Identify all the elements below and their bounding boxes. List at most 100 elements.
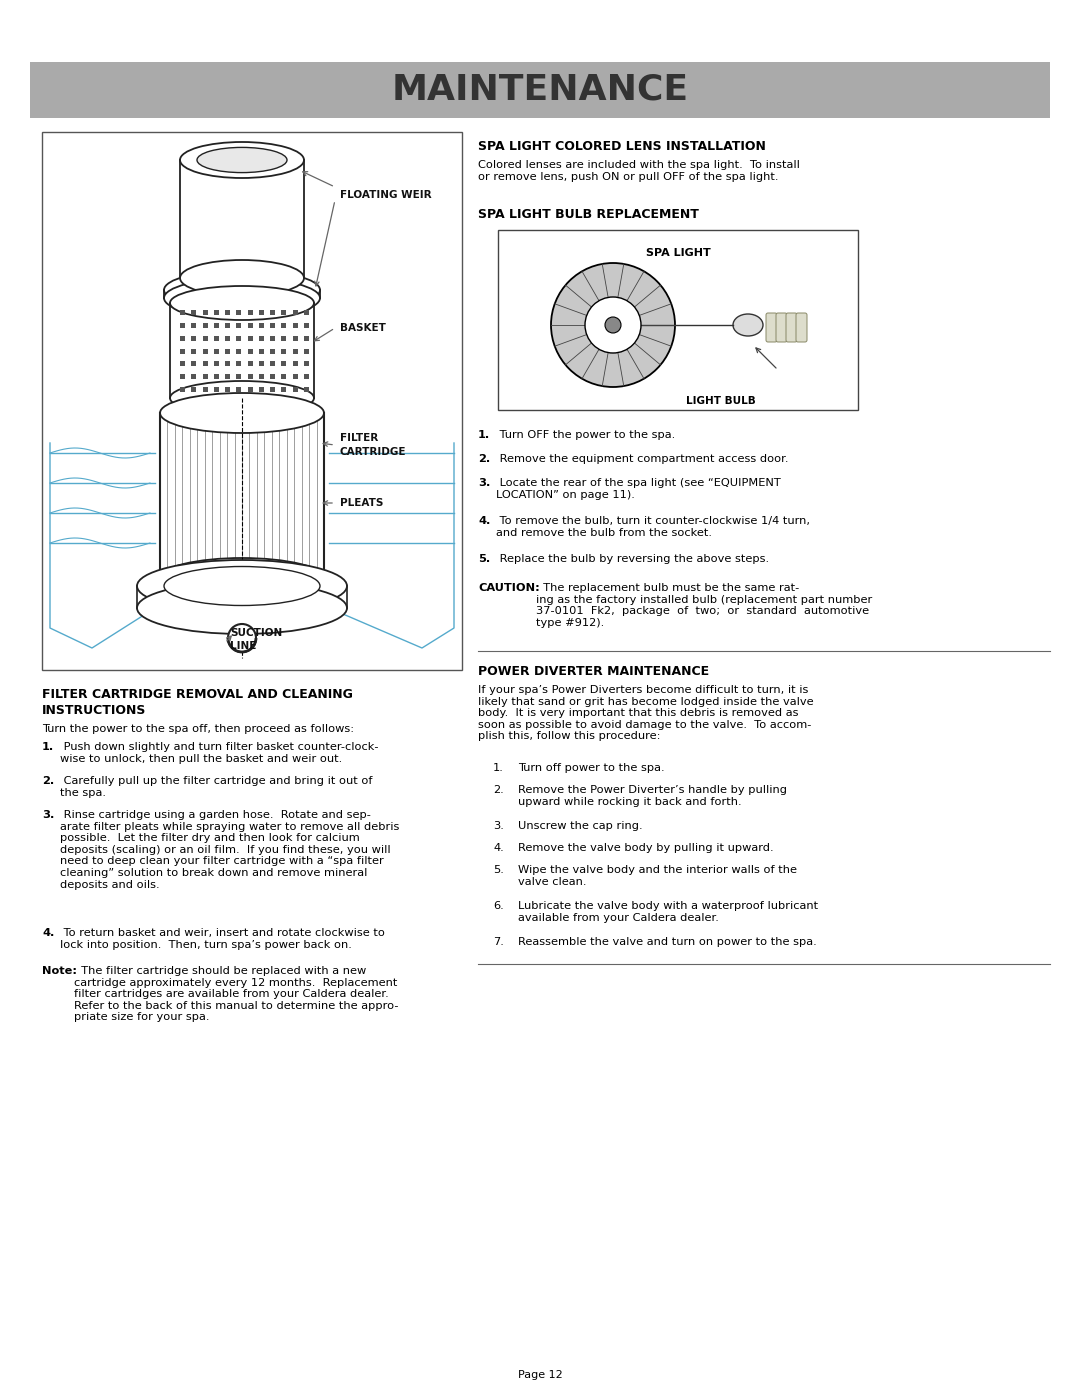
Text: Page 12: Page 12 bbox=[517, 1370, 563, 1380]
Text: 2.: 2. bbox=[478, 454, 490, 464]
Bar bbox=[270, 387, 275, 393]
Bar bbox=[259, 374, 264, 379]
Text: To return basket and weir, insert and rotate clockwise to
lock into position.  T: To return basket and weir, insert and ro… bbox=[60, 928, 384, 950]
Bar bbox=[303, 387, 309, 393]
Bar bbox=[225, 387, 230, 393]
Bar bbox=[247, 348, 253, 353]
Bar bbox=[293, 310, 298, 314]
Bar bbox=[180, 323, 185, 328]
Bar bbox=[180, 387, 185, 393]
Bar bbox=[180, 348, 185, 353]
Bar bbox=[214, 323, 219, 328]
Circle shape bbox=[585, 298, 642, 353]
Text: Turn the power to the spa off, then proceed as follows:: Turn the power to the spa off, then proc… bbox=[42, 724, 354, 733]
Text: CARTRIDGE: CARTRIDGE bbox=[340, 447, 406, 457]
Text: Colored lenses are included with the spa light.  To install
or remove lens, push: Colored lenses are included with the spa… bbox=[478, 161, 800, 182]
Bar bbox=[214, 374, 219, 379]
Bar bbox=[303, 323, 309, 328]
Text: Note:: Note: bbox=[42, 965, 77, 977]
Text: Locate the rear of the spa light (see “EQUIPMENT
LOCATION” on page 11).: Locate the rear of the spa light (see “E… bbox=[496, 478, 781, 500]
FancyBboxPatch shape bbox=[777, 313, 787, 342]
Bar bbox=[237, 310, 241, 314]
Text: FLOATING WEIR: FLOATING WEIR bbox=[340, 190, 432, 200]
Bar bbox=[225, 348, 230, 353]
Text: Rinse cartridge using a garden hose.  Rotate and sep-
arate filter pleats while : Rinse cartridge using a garden hose. Rot… bbox=[60, 810, 400, 890]
Text: Reassemble the valve and turn on power to the spa.: Reassemble the valve and turn on power t… bbox=[518, 937, 816, 947]
Bar bbox=[203, 387, 207, 393]
Circle shape bbox=[551, 263, 675, 387]
Bar bbox=[191, 362, 197, 366]
Bar bbox=[225, 362, 230, 366]
Ellipse shape bbox=[164, 270, 320, 310]
Text: SPA LIGHT COLORED LENS INSTALLATION: SPA LIGHT COLORED LENS INSTALLATION bbox=[478, 140, 766, 154]
Text: 3.: 3. bbox=[42, 810, 54, 820]
Ellipse shape bbox=[137, 560, 347, 612]
Bar bbox=[191, 323, 197, 328]
Bar bbox=[214, 310, 219, 314]
Text: SPA LIGHT: SPA LIGHT bbox=[646, 249, 711, 258]
Bar bbox=[225, 374, 230, 379]
Bar bbox=[191, 374, 197, 379]
Bar bbox=[225, 310, 230, 314]
Bar bbox=[282, 348, 286, 353]
Text: LINE: LINE bbox=[230, 641, 256, 651]
Bar bbox=[237, 362, 241, 366]
Ellipse shape bbox=[164, 278, 320, 319]
Ellipse shape bbox=[137, 583, 347, 634]
Bar bbox=[293, 323, 298, 328]
Text: Turn off power to the spa.: Turn off power to the spa. bbox=[518, 763, 664, 773]
Bar bbox=[225, 335, 230, 341]
Text: 5.: 5. bbox=[492, 865, 504, 875]
Bar bbox=[214, 335, 219, 341]
Text: The replacement bulb must be the same rat-
ing as the factory installed bulb (re: The replacement bulb must be the same ra… bbox=[536, 583, 873, 627]
Text: INSTRUCTIONS: INSTRUCTIONS bbox=[42, 704, 147, 717]
Bar bbox=[282, 387, 286, 393]
Text: CAUTION:: CAUTION: bbox=[478, 583, 540, 592]
Bar bbox=[247, 362, 253, 366]
Bar bbox=[293, 348, 298, 353]
Ellipse shape bbox=[180, 142, 303, 177]
Bar bbox=[203, 362, 207, 366]
Bar bbox=[270, 335, 275, 341]
Text: 2.: 2. bbox=[492, 785, 503, 795]
Bar bbox=[191, 387, 197, 393]
Bar bbox=[180, 362, 185, 366]
Text: BASKET: BASKET bbox=[340, 323, 386, 332]
Text: Replace the bulb by reversing the above steps.: Replace the bulb by reversing the above … bbox=[496, 555, 769, 564]
Text: 1.: 1. bbox=[478, 430, 490, 440]
Text: 3.: 3. bbox=[478, 478, 490, 488]
Bar bbox=[42, 131, 462, 671]
Bar bbox=[191, 310, 197, 314]
Bar bbox=[214, 387, 219, 393]
Text: 4.: 4. bbox=[492, 842, 503, 854]
Bar bbox=[203, 323, 207, 328]
Bar bbox=[282, 335, 286, 341]
Circle shape bbox=[605, 317, 621, 332]
Text: FILTER CARTRIDGE REMOVAL AND CLEANING: FILTER CARTRIDGE REMOVAL AND CLEANING bbox=[42, 687, 353, 701]
Bar bbox=[247, 374, 253, 379]
Bar bbox=[237, 323, 241, 328]
Bar bbox=[293, 387, 298, 393]
Text: 6.: 6. bbox=[492, 901, 503, 911]
Bar bbox=[191, 348, 197, 353]
Text: 7.: 7. bbox=[492, 937, 504, 947]
Ellipse shape bbox=[164, 567, 320, 605]
Text: Push down slightly and turn filter basket counter-clock-
wise to unlock, then pu: Push down slightly and turn filter baske… bbox=[60, 742, 378, 764]
Text: 1.: 1. bbox=[492, 763, 504, 773]
Bar bbox=[191, 335, 197, 341]
Text: LIGHT BULB: LIGHT BULB bbox=[686, 395, 756, 407]
Bar bbox=[303, 362, 309, 366]
Bar bbox=[203, 310, 207, 314]
Bar bbox=[270, 323, 275, 328]
Text: SUCTION: SUCTION bbox=[230, 629, 282, 638]
Text: MAINTENANCE: MAINTENANCE bbox=[391, 73, 689, 108]
Text: To remove the bulb, turn it counter-clockwise 1/4 turn,
and remove the bulb from: To remove the bulb, turn it counter-cloc… bbox=[496, 515, 810, 538]
Bar bbox=[303, 310, 309, 314]
Text: Turn OFF the power to the spa.: Turn OFF the power to the spa. bbox=[496, 430, 675, 440]
Text: The filter cartridge should be replaced with a new
cartridge approximately every: The filter cartridge should be replaced … bbox=[75, 965, 399, 1023]
Bar bbox=[303, 374, 309, 379]
Bar bbox=[282, 310, 286, 314]
Text: Remove the valve body by pulling it upward.: Remove the valve body by pulling it upwa… bbox=[518, 842, 773, 854]
Bar bbox=[214, 348, 219, 353]
Ellipse shape bbox=[160, 393, 324, 433]
